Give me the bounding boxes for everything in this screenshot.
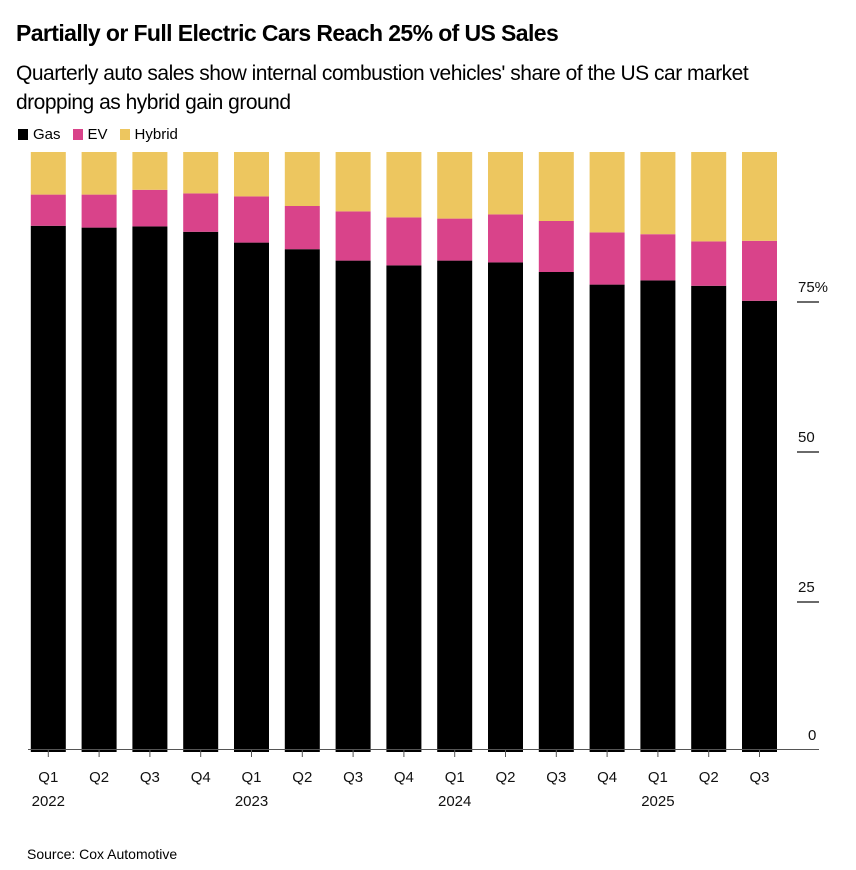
x-tick-label-9: Q2 (495, 769, 515, 786)
legend-item-ev: EV (72, 126, 108, 143)
bar-gas-11 (589, 284, 625, 752)
y-tick-label-3: 75% (798, 279, 828, 296)
x-tick-label-5: Q2 (292, 769, 312, 786)
x-tick-label-3: Q4 (191, 769, 211, 786)
bar-hybrid-14 (742, 152, 777, 241)
x-year-label-4: 2023 (235, 793, 268, 810)
source-note: Source: Cox Automotive (27, 846, 178, 862)
bar-gas-4 (234, 242, 269, 752)
x-tick-label-2: Q3 (140, 769, 160, 786)
x-tick-label-6: Q3 (343, 769, 363, 786)
bar-hybrid-12 (640, 152, 676, 235)
bar-gas-3 (183, 231, 219, 753)
legend-label-hybrid: Hybrid (134, 126, 178, 143)
bar-gas-14 (742, 300, 777, 752)
x-tick-label-1: Q2 (89, 769, 109, 786)
bar-gas-12 (640, 280, 676, 752)
x-year-label-12: 2025 (641, 793, 674, 810)
bar-hybrid-2 (132, 152, 168, 190)
bar-ev-13 (691, 241, 727, 286)
bar-hybrid-8 (437, 152, 473, 219)
bar-gas-1 (81, 227, 117, 753)
y-tick-label-0: 0 (808, 727, 816, 744)
bar-gas-10 (538, 272, 574, 752)
bar-gas-13 (691, 285, 727, 752)
x-tick-label-7: Q4 (394, 769, 414, 786)
bar-hybrid-10 (538, 152, 574, 221)
bar-gas-5 (284, 249, 320, 752)
bar-hybrid-6 (335, 152, 371, 212)
x-tick-label-8: Q1 (445, 769, 465, 786)
chart-title: Partially or Full Electric Cars Reach 25… (16, 20, 559, 46)
x-tick-label-10: Q3 (546, 769, 566, 786)
bar-ev-7 (386, 217, 422, 266)
legend-swatch-hybrid (119, 129, 130, 140)
bar-ev-1 (81, 194, 117, 228)
x-tick-label-12: Q1 (648, 769, 668, 786)
bar-hybrid-4 (234, 152, 269, 197)
bar-hybrid-13 (691, 152, 727, 242)
bar-ev-6 (335, 211, 371, 261)
bar-hybrid-5 (284, 152, 320, 206)
x-tick-label-0: Q1 (38, 769, 58, 786)
legend-item-hybrid: Hybrid (119, 126, 178, 143)
bar-gas-0 (30, 225, 66, 753)
bar-hybrid-1 (81, 152, 117, 195)
bar-ev-5 (284, 206, 320, 250)
legend-swatch-ev (72, 129, 83, 140)
x-year-label-8: 2024 (438, 793, 471, 810)
bar-ev-11 (589, 232, 625, 285)
x-tick-label-14: Q3 (749, 769, 769, 786)
legend-item-gas: Gas (18, 126, 61, 143)
bar-gas-7 (386, 265, 422, 752)
bar-ev-10 (538, 221, 574, 272)
bar-ev-3 (183, 193, 219, 232)
bar-ev-14 (742, 240, 777, 301)
legend: Gas EV Hybrid (18, 126, 190, 143)
bar-gas-9 (488, 262, 523, 752)
bar-hybrid-3 (183, 152, 219, 194)
bar-ev-9 (488, 214, 523, 263)
bar-hybrid-0 (30, 152, 66, 195)
legend-label-gas: Gas (33, 126, 61, 143)
legend-swatch-gas (18, 129, 28, 140)
x-tick-label-4: Q1 (241, 769, 261, 786)
bar-gas-6 (335, 260, 371, 752)
bar-ev-4 (234, 196, 269, 243)
y-tick-label-1: 25 (798, 579, 815, 596)
bar-ev-8 (437, 218, 473, 261)
y-tick-label-2: 50 (798, 429, 815, 446)
bar-ev-12 (640, 234, 676, 281)
chart-subtitle: Quarterly auto sales show internal combu… (16, 62, 749, 114)
legend-label-ev: EV (87, 126, 108, 143)
x-year-label-0: 2022 (32, 793, 65, 810)
x-tick-label-11: Q4 (597, 769, 617, 786)
x-tick-label-13: Q2 (699, 769, 719, 786)
bar-ev-2 (132, 189, 168, 227)
bar-hybrid-7 (386, 152, 422, 218)
bar-gas-8 (437, 260, 473, 752)
bar-ev-0 (30, 194, 66, 226)
bar-hybrid-9 (488, 152, 523, 215)
bar-gas-2 (132, 226, 168, 752)
bar-hybrid-11 (589, 152, 625, 233)
